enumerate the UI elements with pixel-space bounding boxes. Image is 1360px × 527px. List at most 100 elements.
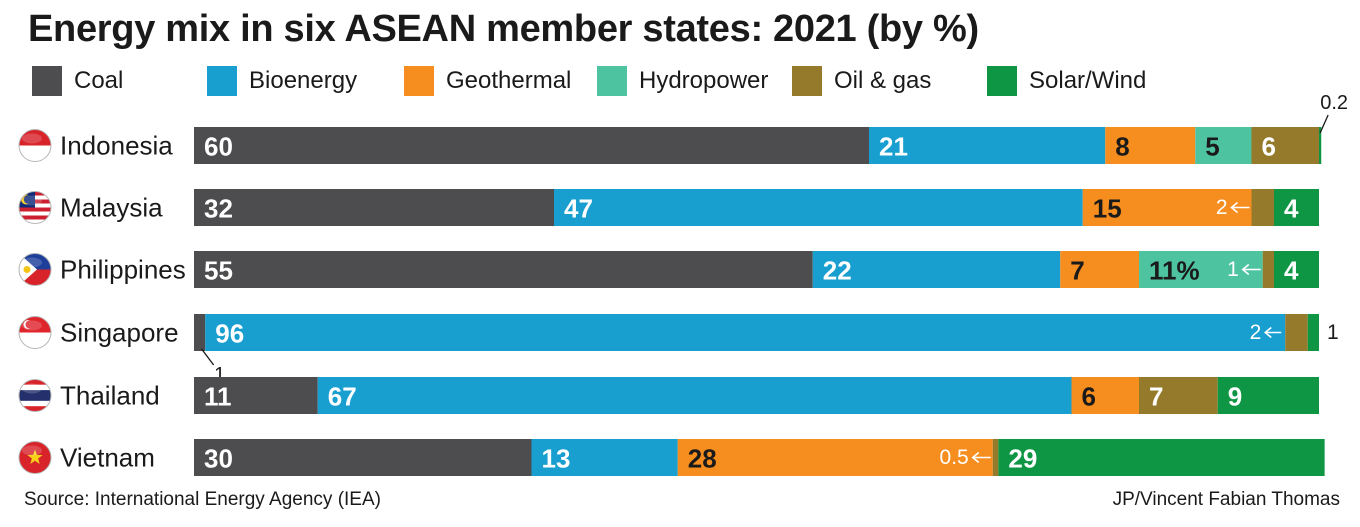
bar-segment-geothermal: [1105, 127, 1196, 164]
category-label: Thailand: [60, 381, 160, 411]
flag-vietnam-icon: [18, 441, 52, 474]
bar-segment-solar-wind: [998, 439, 1325, 476]
data-label-bioenergy: 96: [215, 319, 244, 349]
data-label-solar-wind: 9: [1228, 382, 1242, 412]
bar-row-singapore: Singapore 96 1 2 1: [18, 314, 1339, 386]
bar-segment-solar-wind: [1307, 314, 1319, 351]
source-note: Source: International Energy Agency (IEA…: [24, 489, 381, 510]
bar-segment-oil-gas: [1251, 127, 1319, 164]
flag-malaysia-icon: [18, 191, 52, 224]
bar-segment-oil-gas: [1139, 377, 1218, 414]
bar-segment-bioenergy: [812, 251, 1061, 288]
data-label-coal: 55: [204, 256, 233, 286]
data-label-coal: 11: [204, 382, 232, 412]
data-label-bioenergy: 13: [542, 444, 571, 474]
legend-item-oil-gas: Oil & gas: [792, 64, 931, 98]
bar-segment-coal: [194, 314, 206, 351]
bar-row-indonesia: Indonesia 60 21 8 5 6 0.2: [18, 92, 1348, 164]
legend-item-geothermal: Geothermal: [404, 64, 571, 98]
category-label: Philippines: [60, 255, 186, 285]
legend-label: Coal: [74, 67, 124, 94]
data-label-oil-gas: 1: [1227, 258, 1239, 281]
bar-segment-bioenergy: [205, 314, 1286, 351]
legend-item-coal: Coal: [32, 64, 123, 98]
data-label-bioenergy: 47: [564, 194, 593, 224]
bar-segment-geothermal: [1060, 251, 1139, 288]
bar-row-malaysia: Malaysia 32 47 15 2 4: [18, 189, 1319, 226]
bar-segment-solar-wind: [1274, 189, 1319, 226]
bar-row-philippines: Philippines 55 22 7 11% 1 4: [18, 251, 1319, 288]
bar-segment-coal: [194, 127, 869, 164]
data-label-geothermal: 28: [688, 444, 717, 474]
bar-segment-bioenergy: [531, 439, 678, 476]
bar-segment-coal: [194, 377, 318, 414]
data-label-solar-wind: 0.2: [1320, 92, 1348, 114]
callout-line: [1319, 114, 1329, 134]
data-label-hydropower: 11%: [1149, 256, 1200, 286]
callout-arrow: [1264, 326, 1282, 339]
flag-thailand-icon: [18, 379, 52, 412]
bar-segment-bioenergy: [554, 189, 1083, 226]
legend-label: Solar/Wind: [1029, 67, 1147, 94]
callout-arrow: [1230, 201, 1250, 214]
data-label-coal: 32: [204, 194, 233, 224]
bar-segment-oil-gas: [992, 439, 999, 476]
legend-label: Hydropower: [639, 67, 769, 94]
bar-segment-coal: [194, 251, 813, 288]
bar-segment-solar-wind: [1274, 251, 1319, 288]
bar-segment-bioenergy: [869, 127, 1106, 164]
callout-arrow: [1241, 263, 1261, 276]
legend: Coal Bioenergy Geothermal Hydropower Oil & g…: [32, 64, 1352, 98]
data-label-solar-wind: 29: [1008, 444, 1037, 474]
data-label-oil-gas: 2: [1250, 321, 1262, 344]
category-label: Vietnam: [60, 443, 155, 473]
data-label-bioenergy: 21: [879, 132, 908, 162]
bar-segment-solar-wind: [1217, 377, 1319, 414]
data-label-hydropower: 5: [1205, 132, 1219, 162]
data-label-geothermal: 7: [1070, 256, 1084, 286]
data-label-coal: 60: [204, 132, 233, 162]
data-label-oil-gas: 0.5: [940, 446, 969, 469]
data-label-geothermal: 15: [1093, 194, 1122, 224]
data-label-solar-wind: 1: [1327, 321, 1339, 344]
callout-arrow: [971, 451, 991, 464]
category-label: Singapore: [60, 318, 179, 348]
callout-line: [201, 348, 215, 366]
category-label: Indonesia: [60, 131, 173, 161]
bar-segment-geothermal: [1082, 189, 1252, 226]
data-label-geothermal: 6: [1082, 382, 1096, 412]
data-label-solar-wind: 4: [1284, 256, 1299, 286]
legend-swatch: [404, 66, 434, 96]
legend-swatch: [207, 66, 237, 96]
bar-segment-oil-gas: [1285, 314, 1308, 351]
legend-item-bioenergy: Bioenergy: [207, 64, 357, 98]
flag-singapore-icon: [18, 316, 52, 349]
bar-segment-solar-wind: [1319, 127, 1322, 164]
bar-segment-oil-gas: [1262, 251, 1274, 288]
data-label-oil-gas: 7: [1149, 382, 1163, 412]
flag-indonesia-icon: [18, 129, 52, 162]
legend-item-hydropower: Hydropower: [597, 64, 768, 98]
data-label-bioenergy: 22: [823, 256, 852, 286]
bar-segment-oil-gas: [1251, 189, 1274, 226]
data-label-oil-gas: 6: [1262, 132, 1276, 162]
bar-segment-coal: [194, 189, 554, 226]
data-label-solar-wind: 4: [1284, 194, 1299, 224]
bar-segment-geothermal: [1071, 377, 1139, 414]
bar-segment-coal: [194, 439, 532, 476]
bar-row-vietnam: Vietnam 30 13 28 0.5 29: [18, 439, 1325, 476]
bar-segment-geothermal: [677, 439, 993, 476]
category-label: Malaysia: [60, 193, 163, 223]
legend-swatch: [792, 66, 822, 96]
data-label-coal: 1: [214, 364, 225, 386]
legend-label: Geothermal: [446, 67, 572, 94]
data-label-oil-gas: 2: [1216, 196, 1228, 219]
bar-segment-hydropower: [1195, 127, 1252, 164]
legend-swatch: [987, 66, 1017, 96]
legend-item-solar-wind: Solar/Wind: [987, 64, 1146, 98]
credit-note: JP/Vincent Fabian Thomas: [1112, 489, 1340, 510]
bar-segment-bioenergy: [317, 377, 1072, 414]
chart-title: Energy mix in six ASEAN member states: 2…: [28, 8, 979, 50]
flag-philippines-icon: [18, 253, 52, 286]
